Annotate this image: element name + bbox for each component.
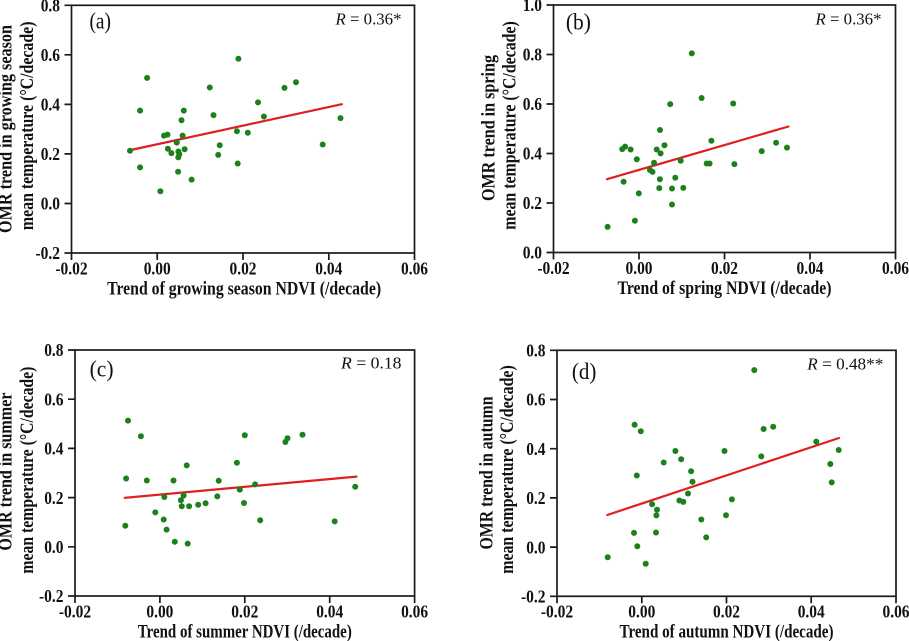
svg-text:Trend of growing season NDVI (: Trend of growing season NDVI (/decade): [107, 279, 381, 299]
svg-text:-0.02: -0.02: [537, 258, 569, 278]
svg-text:0.06: 0.06: [883, 602, 909, 622]
svg-text:R = 0.48**: R = 0.48**: [806, 355, 883, 374]
svg-text:0.2: 0.2: [526, 488, 545, 508]
svg-text:-0.02: -0.02: [55, 258, 87, 278]
svg-text:0.04: 0.04: [315, 258, 342, 278]
svg-text:mean temperature (°C/decade): mean temperature (°C/decade): [501, 21, 521, 230]
svg-text:Trend of spring NDVI (/decade): Trend of spring NDVI (/decade): [618, 279, 832, 299]
svg-text:0.06: 0.06: [401, 258, 428, 278]
svg-text:0.00: 0.00: [626, 258, 653, 278]
svg-text:Trend of autumn NDVI (/decade): Trend of autumn NDVI (/decade): [620, 623, 834, 641]
svg-text:0.0: 0.0: [41, 194, 60, 214]
svg-text:0.4: 0.4: [523, 144, 542, 164]
svg-text:mean temperature (°C/decade): mean temperature (°C/decade): [18, 22, 38, 231]
svg-text:OMR trend in autumn: OMR trend in autumn: [478, 396, 498, 550]
svg-text:0.4: 0.4: [44, 439, 63, 459]
svg-text:0.2: 0.2: [523, 193, 542, 213]
svg-text:mean temperature (°C/decade): mean temperature (°C/decade): [18, 367, 38, 574]
svg-text:1.0: 1.0: [523, 0, 542, 15]
svg-text:0.00: 0.00: [146, 601, 173, 621]
svg-text:0.8: 0.8: [41, 0, 60, 16]
svg-text:R = 0.18: R = 0.18: [340, 354, 402, 373]
svg-text:Trend of summer NDVI (/decade): Trend of summer NDVI (/decade): [138, 623, 352, 641]
svg-text:0.02: 0.02: [711, 258, 738, 278]
svg-text:0.2: 0.2: [41, 144, 60, 164]
svg-text:0.8: 0.8: [526, 341, 545, 361]
svg-text:0.8: 0.8: [44, 340, 63, 360]
svg-text:OMR trend in spring: OMR trend in spring: [480, 54, 500, 201]
svg-text:-0.02: -0.02: [59, 601, 91, 621]
svg-text:0.6: 0.6: [44, 389, 63, 409]
svg-text:0.06: 0.06: [401, 601, 428, 621]
svg-text:0.0: 0.0: [523, 243, 542, 263]
svg-text:OMR trend in growing season: OMR trend in growing season: [0, 24, 16, 233]
svg-text:0.6: 0.6: [523, 94, 542, 114]
svg-text:R = 0.36*: R = 0.36*: [334, 10, 401, 29]
svg-text:mean temperature (°C/decade): mean temperature (°C/decade): [498, 365, 518, 574]
svg-text:-0.2: -0.2: [36, 243, 61, 263]
svg-text:0.04: 0.04: [316, 601, 343, 621]
svg-text:0.02: 0.02: [231, 601, 258, 621]
svg-text:OMR trend in summer: OMR trend in summer: [0, 393, 17, 551]
svg-text:(d): (d): [572, 359, 597, 385]
svg-text:-0.02: -0.02: [541, 602, 573, 622]
svg-text:0.0: 0.0: [44, 537, 63, 557]
svg-text:(b): (b): [566, 10, 591, 36]
svg-text:0.4: 0.4: [41, 95, 60, 115]
svg-text:0.00: 0.00: [628, 602, 655, 622]
svg-text:-0.2: -0.2: [39, 586, 64, 606]
svg-text:0.00: 0.00: [144, 258, 171, 278]
svg-text:0.6: 0.6: [526, 390, 545, 410]
svg-text:R = 0.36*: R = 0.36*: [814, 10, 881, 29]
svg-text:0.4: 0.4: [526, 439, 545, 459]
svg-text:(c): (c): [90, 357, 114, 383]
svg-text:0.04: 0.04: [797, 258, 824, 278]
svg-text:0.2: 0.2: [44, 488, 63, 508]
svg-text:0.02: 0.02: [713, 602, 740, 622]
svg-text:0.6: 0.6: [41, 45, 60, 65]
svg-text:0.02: 0.02: [230, 258, 257, 278]
svg-text:0.8: 0.8: [523, 45, 542, 65]
svg-text:0.0: 0.0: [526, 537, 545, 557]
svg-text:-0.2: -0.2: [521, 587, 546, 607]
svg-text:0.04: 0.04: [798, 602, 825, 622]
svg-text:(a): (a): [89, 8, 111, 34]
svg-text:0.06: 0.06: [882, 258, 909, 278]
